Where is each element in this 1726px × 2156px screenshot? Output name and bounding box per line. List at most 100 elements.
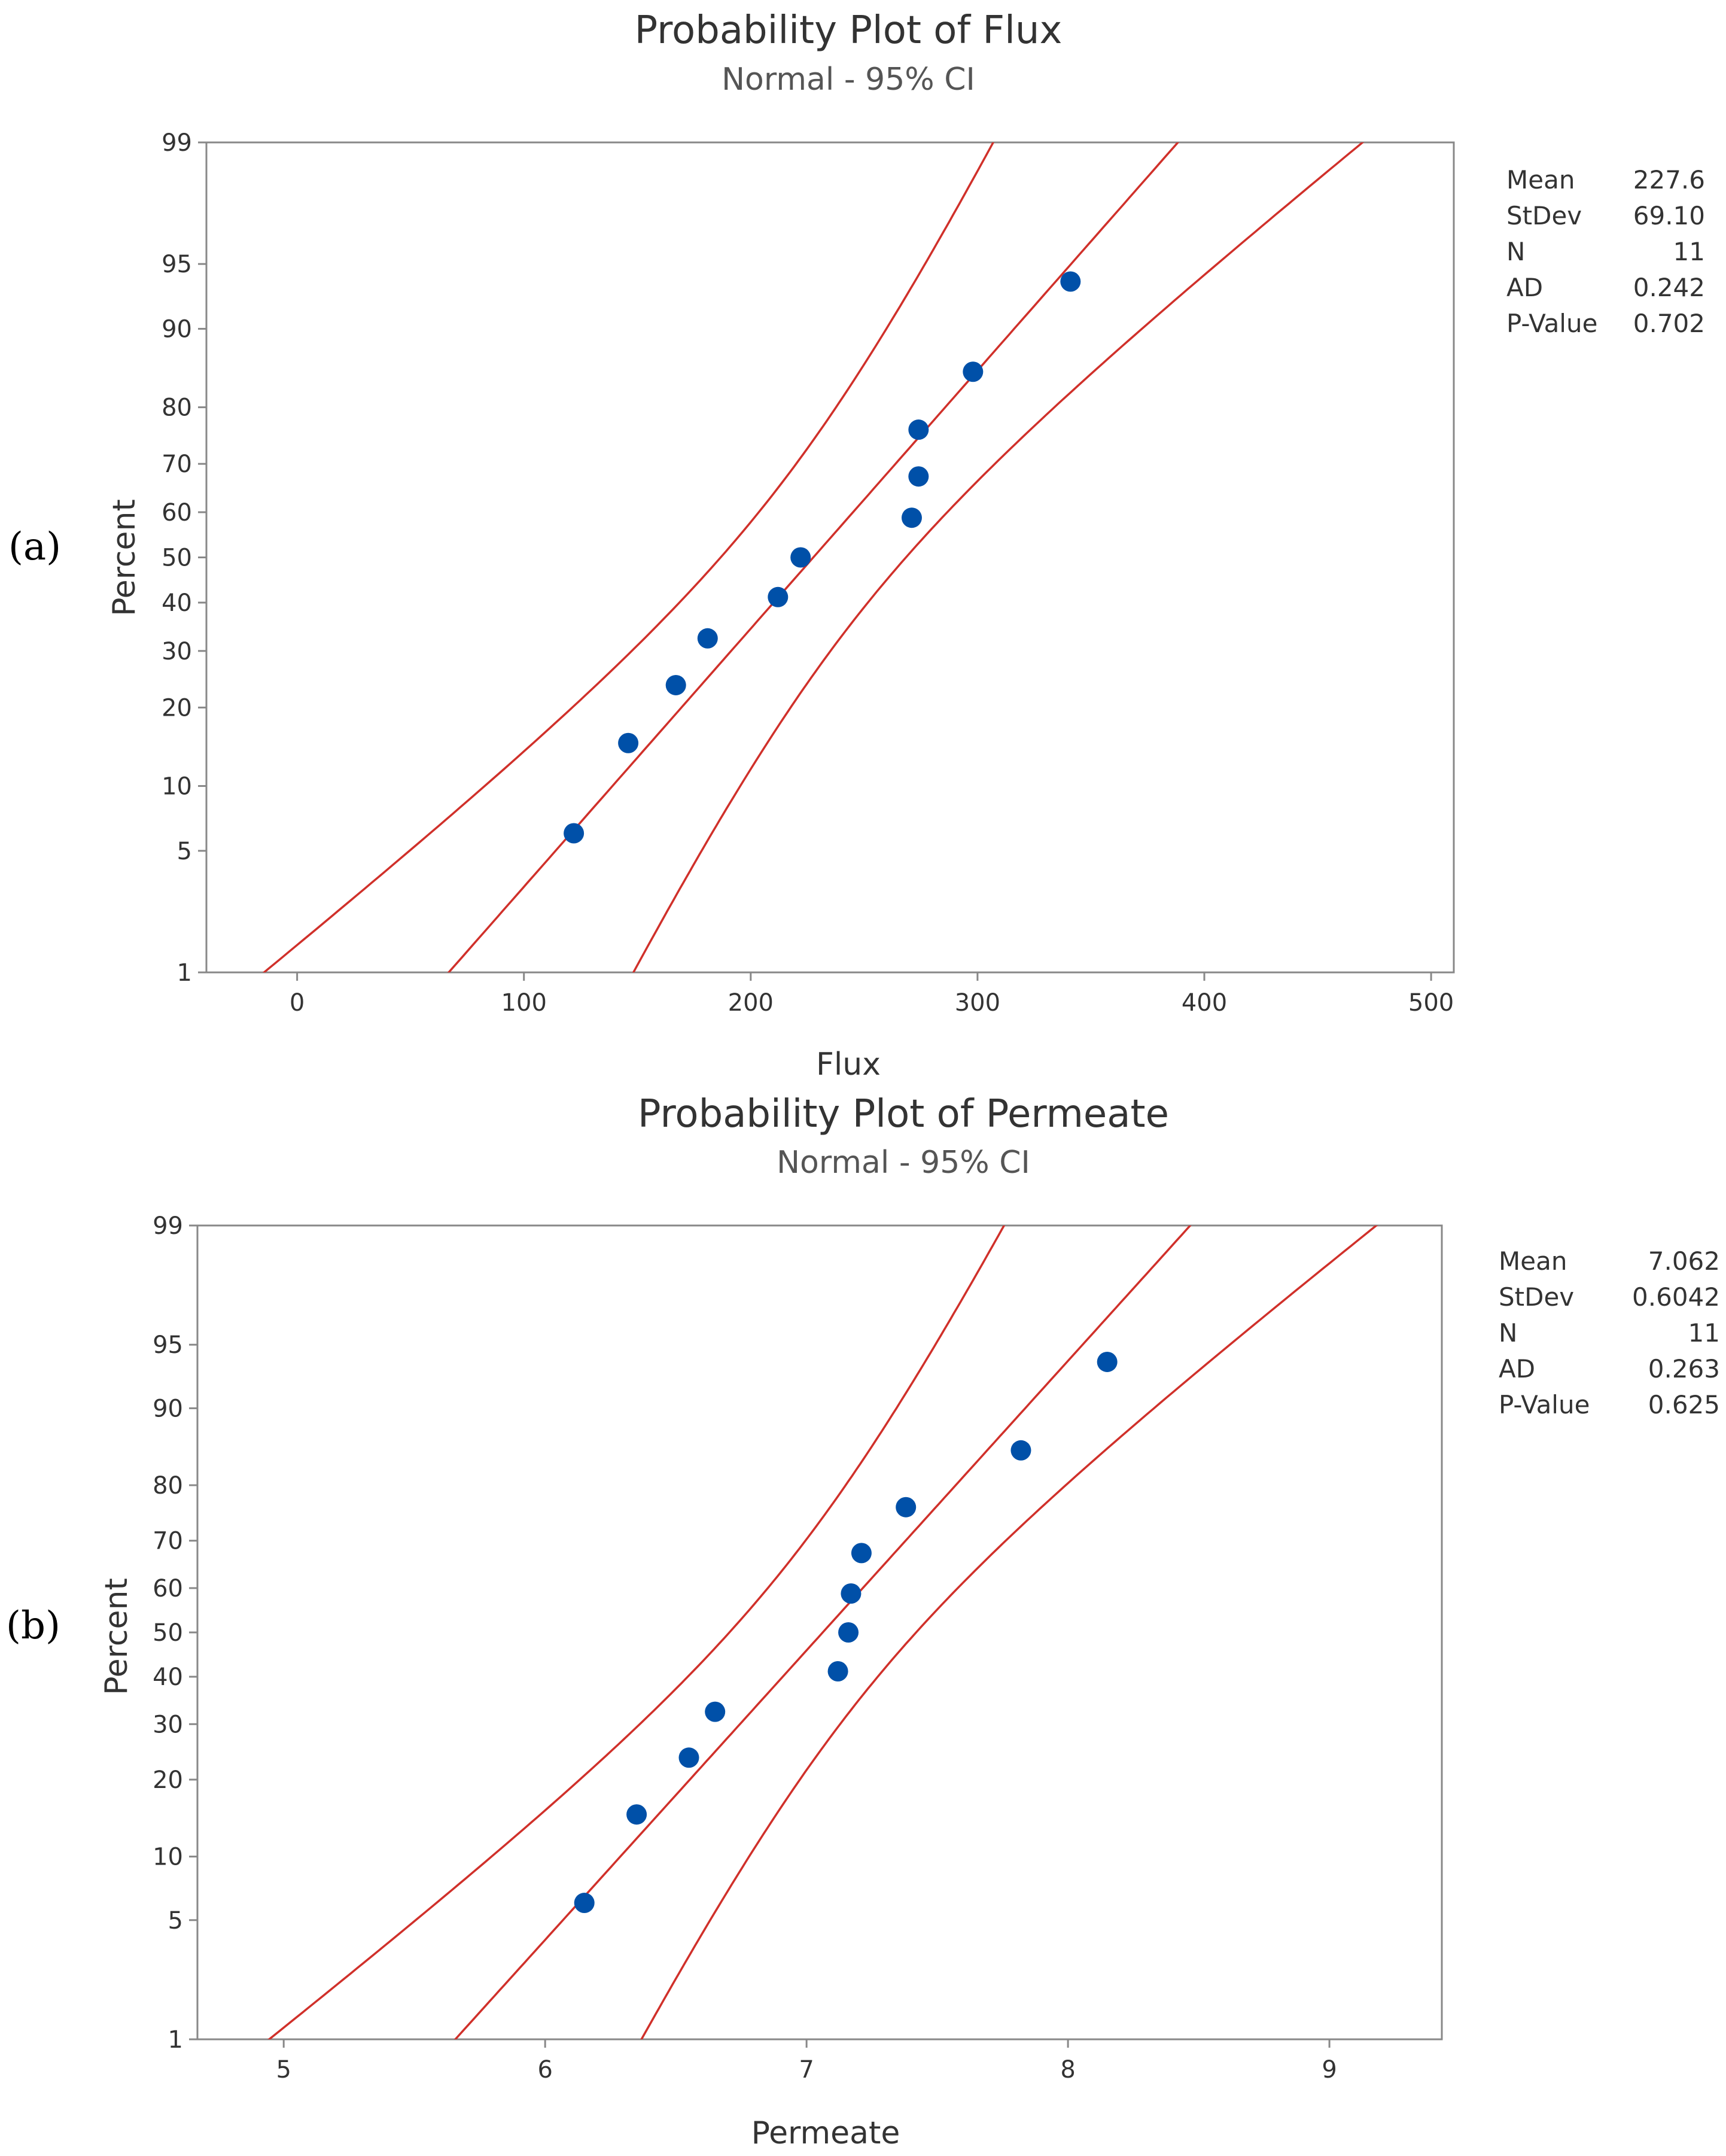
y-tick-label: 5 <box>177 838 192 865</box>
stat-label: AD <box>1506 273 1543 302</box>
stat-value: 0.702 <box>1633 309 1705 338</box>
x-tick-label: 7 <box>799 2056 814 2084</box>
y-tick-label: 5 <box>168 1907 183 1935</box>
plot-frame <box>196 1224 1443 2041</box>
x-tick-label: 200 <box>728 989 774 1017</box>
data-point <box>1060 271 1081 292</box>
data-point <box>901 507 922 528</box>
stat-label: AD <box>1499 1354 1535 1383</box>
data-point <box>838 1622 859 1643</box>
y-tick-label: 40 <box>153 1664 183 1691</box>
data-point <box>626 1804 647 1825</box>
data-point <box>841 1583 862 1604</box>
stat-value: 11 <box>1673 237 1705 266</box>
y-tick-label: 40 <box>162 589 192 617</box>
y-tick-label: 60 <box>162 499 192 527</box>
stat-value: 0.625 <box>1648 1390 1720 1419</box>
panel-a-x-axis-label: Flux <box>816 1047 881 1082</box>
y-tick-label: 10 <box>162 773 192 801</box>
stat-label: StDev <box>1506 201 1582 230</box>
y-tick-label: 30 <box>162 638 192 665</box>
panel-b-x-axis-label: Permeate <box>751 2115 900 2151</box>
data-point <box>896 1497 917 1518</box>
y-tick-label: 50 <box>162 545 192 572</box>
x-tick-label: 0 <box>290 989 305 1017</box>
y-tick-label: 95 <box>153 1331 183 1359</box>
panel-a: Probability Plot of Flux Normal - 95% CI… <box>8 8 1705 1082</box>
y-tick-label: 1 <box>168 2026 183 2054</box>
x-tick-label: 400 <box>1182 989 1227 1017</box>
panel-b-y-axis-label: Percent <box>99 1578 135 1695</box>
stat-value: 0.6042 <box>1632 1282 1720 1312</box>
stat-label: N <box>1499 1318 1517 1348</box>
stat-label: StDev <box>1499 1282 1574 1312</box>
panel-b-label: (b) <box>6 1604 60 1648</box>
data-point <box>963 361 984 382</box>
data-point <box>705 1701 726 1722</box>
x-tick-label: 8 <box>1060 2056 1075 2084</box>
stat-value: 0.242 <box>1633 273 1705 302</box>
data-point <box>908 419 929 440</box>
stat-label: P-Value <box>1499 1390 1590 1419</box>
stat-label: Mean <box>1506 165 1575 194</box>
stat-value: 69.10 <box>1633 201 1705 230</box>
data-point <box>665 674 686 695</box>
panel-b: Probability Plot of Permeate Normal - 95… <box>6 1092 1720 2151</box>
y-tick-label: 80 <box>153 1472 183 1500</box>
y-tick-label: 90 <box>153 1395 183 1422</box>
data-point <box>790 547 811 568</box>
panel-b-subtitle: Normal - 95% CI <box>777 1145 1030 1181</box>
y-tick-label: 10 <box>153 1844 183 1871</box>
y-tick-label: 20 <box>162 694 192 722</box>
y-tick-label: 95 <box>162 251 192 278</box>
y-tick-label: 1 <box>177 959 192 987</box>
x-tick-label: 500 <box>1408 989 1454 1017</box>
data-point <box>768 586 789 607</box>
data-point <box>678 1747 699 1768</box>
data-point <box>851 1543 872 1564</box>
fit-line <box>453 1226 1192 2039</box>
data-point <box>618 732 639 753</box>
panel-b-title: Probability Plot of Permeate <box>638 1092 1169 1136</box>
ci-lower-band <box>262 142 995 972</box>
panel-a-stats-legend: Mean 227.6 StDev 69.10 N 11 AD 0.242 P-V… <box>1506 165 1705 338</box>
ci-lower-band <box>267 1226 1006 2039</box>
x-tick-label: 100 <box>501 989 547 1017</box>
y-tick-label: 50 <box>153 1619 183 1647</box>
y-tick-label: 70 <box>162 451 192 478</box>
y-tick-label: 80 <box>162 394 192 422</box>
data-point <box>1010 1440 1031 1461</box>
stat-value: 0.263 <box>1648 1354 1720 1383</box>
stat-label: P-Value <box>1506 309 1597 338</box>
data-point <box>827 1661 848 1682</box>
y-tick-label: 90 <box>162 315 192 343</box>
y-tick-label: 70 <box>153 1528 183 1555</box>
y-tick-label: 99 <box>153 1212 183 1240</box>
panel-b-stats-legend: Mean 7.062 StDev 0.6042 N 11 AD 0.263 P-… <box>1499 1246 1720 1419</box>
y-tick-label: 99 <box>162 129 192 157</box>
ci-upper-band <box>632 142 1365 972</box>
data-point <box>697 628 718 649</box>
panel-a-y-axis-label: Percent <box>106 499 142 616</box>
x-tick-label: 300 <box>955 989 1000 1017</box>
panel-a-title: Probability Plot of Flux <box>635 8 1063 53</box>
y-tick-label: 60 <box>153 1575 183 1602</box>
y-tick-label: 20 <box>153 1766 183 1794</box>
x-tick-label: 9 <box>1322 2056 1337 2084</box>
y-tick-label: 30 <box>153 1711 183 1738</box>
x-tick-label: 5 <box>276 2056 291 2084</box>
stat-value: 7.062 <box>1648 1246 1720 1276</box>
data-point <box>574 1893 595 1914</box>
panel-a-label: (a) <box>8 525 61 569</box>
stat-value: 11 <box>1688 1318 1720 1348</box>
ci-upper-band <box>640 1226 1378 2039</box>
data-point <box>1097 1351 1118 1372</box>
stat-label: N <box>1506 237 1525 266</box>
panel-a-subtitle: Normal - 95% CI <box>722 62 975 98</box>
data-point <box>908 466 929 487</box>
data-point <box>564 823 585 844</box>
x-tick-label: 6 <box>537 2056 552 2084</box>
stat-label: Mean <box>1499 1246 1567 1276</box>
plot-frame <box>205 141 1455 974</box>
